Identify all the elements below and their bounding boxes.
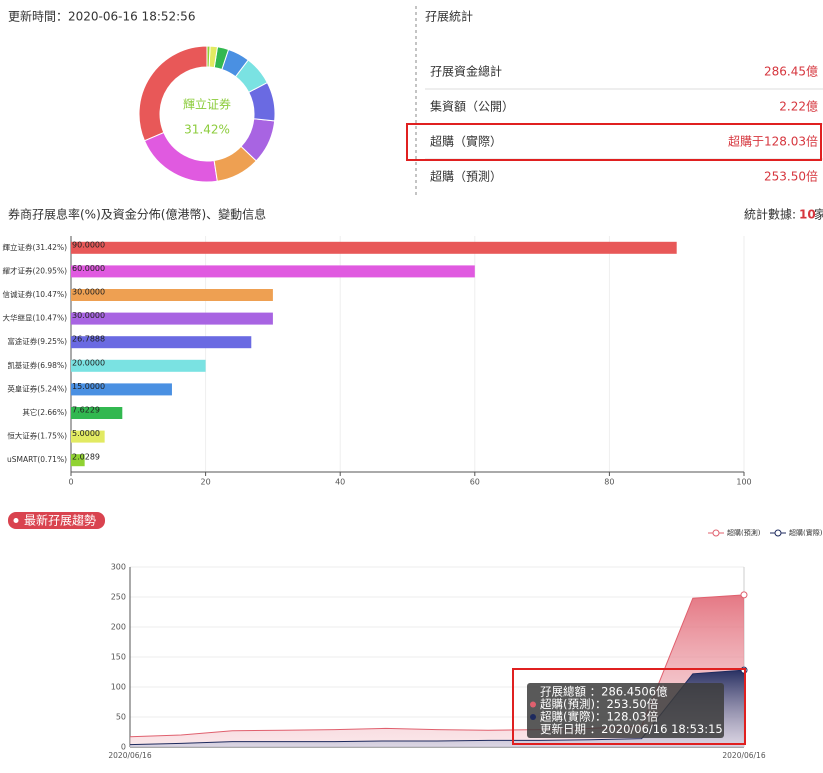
tooltip-line: 超購(預測)：253.50倍 [540,697,659,711]
update-time: 更新時間：2020-06-16 18:52:56 [8,9,195,24]
value-label: 90.0000 [72,240,105,249]
bar [71,454,85,467]
value-label: 60.0000 [72,264,105,273]
highlight-box [406,123,822,161]
x-tick-label: 100 [736,478,751,487]
highlight-box [512,668,746,745]
value-label: 2.0289 [72,453,100,462]
bar [71,383,172,396]
y-tick-label: uSMART(0.71%) [7,455,67,464]
tooltip-dot [530,701,536,708]
stat-value: 超購于128.03倍 [728,134,818,149]
y-tick-label: 50 [116,713,126,722]
legend-dot [712,529,720,537]
stat-label: 超購（預測） [430,169,502,184]
stat-value: 2.22億 [779,100,818,114]
y-tick-label: 200 [111,623,126,632]
value-label: 30.0000 [72,288,105,297]
summary-unit: 家 [814,207,823,222]
stat-label: 孖展資金總計 [430,64,502,79]
bar [71,265,475,278]
y-tick-label: 150 [111,653,126,662]
y-tick-label: 富途证券(9.25%) [7,336,67,346]
y-tick-label: 0 [121,743,126,752]
y-tick-label: 英皇证券(5.24%) [7,383,67,393]
legend-label: 超購(預測) [727,528,761,537]
y-tick-label: 信诚证券(10.47%) [3,289,68,299]
y-tick-label: 大华继显(10.47%) [3,313,68,323]
tooltip-bg [527,683,724,738]
value-label: 15.0000 [72,382,105,391]
legend-label: 超購(實際) [789,528,823,537]
value-label: 5.0000 [72,429,100,438]
summary-label: 統計數據: [744,207,796,222]
y-tick-label: 耀才证券(20.95%) [3,265,68,275]
pill-dot [13,518,19,523]
y-tick-label: 100 [111,683,126,692]
donut-slice [206,45,211,68]
stat-label: 集資額（公開） [430,99,514,114]
x-tick-label: 60 [470,478,480,487]
tooltip-line: 孖展總額 ：286.4506億 [540,685,668,699]
y-tick-label: 凯基证券(6.98%) [7,360,67,370]
bar-title: 券商孖展息率(%)及資金分佈(億港幣)、變動信息 [8,207,266,222]
donut-center-title: 輝立证券 [183,97,231,112]
value-label: 26.7888 [72,335,105,344]
summary-count: 10 [799,208,816,222]
stat-value: 253.50倍 [764,169,818,184]
y-tick-label: 輝立证券(31.42%) [3,242,68,252]
bar [71,336,252,349]
bar [71,312,273,325]
value-label: 7.6229 [72,406,100,415]
line-title: 最新孖展趨勢 [24,513,96,528]
y-tick-label: 250 [111,593,126,602]
x-tick-label: 0 [68,478,73,487]
tooltip-line: 超購(實際)：128.03倍 [540,710,659,724]
x-tick-label: 2020/06/16 [108,751,151,760]
value-label: 30.0000 [72,311,105,320]
donut-center-value: 31.42% [184,123,230,137]
bar [71,407,123,419]
bar [71,289,273,301]
stat-value: 286.45億 [764,65,818,79]
x-tick-label: 2020/06/16 [722,751,765,760]
x-tick-label: 80 [604,478,614,487]
x-tick-label: 20 [201,478,211,487]
legend-dot [774,529,782,537]
series-point [740,591,748,599]
series-line [129,669,745,746]
bar [71,430,105,443]
y-tick-label: 其它(2.66%) [22,407,67,417]
stats-rows: 孖展資金總計 286.45億 集資額（公開） 2.22億 超購（實際） 超購于1… [406,64,823,184]
series-area [130,670,744,747]
x-tick-label: 40 [335,478,345,487]
bar [71,241,677,254]
tooltip-dot [530,714,536,720]
y-tick-label: 恒大证券(1.75%) [7,431,67,441]
stats-title: 孖展統計 [425,9,473,24]
y-tick-label: 300 [111,563,126,572]
trend-pill [8,512,105,529]
bar [71,359,206,372]
stat-label: 超購（實際） [430,134,502,149]
value-label: 20.0000 [72,358,105,367]
donut-slice [143,131,218,183]
tooltip-line: 更新日期 ：2020/06/16 18:53:15 [540,722,723,736]
